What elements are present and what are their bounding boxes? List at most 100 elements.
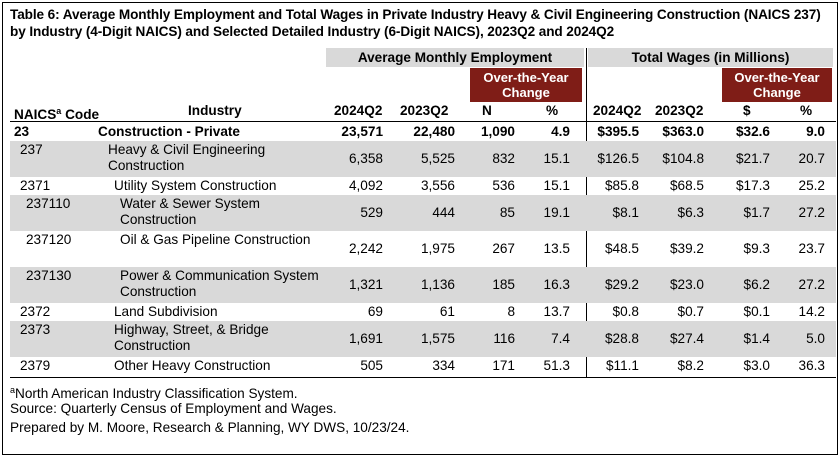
prepared-note: Prepared by M. Moore, Research & Plannin… xyxy=(10,420,410,435)
value-cell-wd: $3.0 xyxy=(743,358,770,373)
naics-code-cell: 237110 xyxy=(26,196,71,211)
value-cell-e23: 22,480 xyxy=(413,124,455,139)
value-cell-w23: $104.8 xyxy=(662,151,704,166)
value-cell-w24: $126.5 xyxy=(597,151,639,166)
value-cell-w23: $0.7 xyxy=(677,304,704,319)
value-cell-w23: $363.0 xyxy=(662,124,704,139)
value-cell-en: 536 xyxy=(492,178,515,193)
industry-cell: Oil & Gas Pipeline Construction xyxy=(120,232,311,247)
value-cell-ep: 15.1 xyxy=(543,178,570,193)
value-cell-wp: 9.0 xyxy=(806,124,825,139)
value-cell-en: 171 xyxy=(492,358,515,373)
value-cell-e23: 1,136 xyxy=(420,277,455,292)
value-cell-e24: 505 xyxy=(360,358,383,373)
value-cell-wp: 20.7 xyxy=(798,151,825,166)
value-cell-wd: $1.4 xyxy=(743,331,770,346)
value-cell-en: 267 xyxy=(492,241,515,256)
table-row: 2373 Highway, Street, & Bridge Constructi… xyxy=(10,321,836,357)
value-cell-w23: $23.0 xyxy=(669,277,704,292)
value-cell-wd: $32.6 xyxy=(735,124,770,139)
value-cell-w23: $27.4 xyxy=(669,331,704,346)
value-cell-e24: 6,358 xyxy=(348,151,383,166)
emp-n-header: N xyxy=(482,103,492,118)
value-cell-e24: 4,092 xyxy=(348,178,383,193)
value-cell-w24: $28.8 xyxy=(604,331,639,346)
wages-group-header: Total Wages (in Millions) xyxy=(588,48,833,67)
value-cell-e23: 444 xyxy=(432,205,455,220)
value-cell-w24: $11.1 xyxy=(605,358,639,373)
value-cell-e24: 2,242 xyxy=(348,241,383,256)
industry-cell: Construction - Private xyxy=(98,124,240,139)
value-cell-wp: 27.2 xyxy=(798,277,825,292)
value-cell-ep: 7.4 xyxy=(551,331,570,346)
industry-cell: Water & Sewer System Construction xyxy=(120,196,260,227)
value-cell-e24: 1,691 xyxy=(348,331,383,346)
value-cell-en: 1,090 xyxy=(480,124,515,139)
value-cell-e24: 1,321 xyxy=(348,277,383,292)
value-cell-e24: 23,571 xyxy=(341,124,383,139)
emp-2023-header: 2023Q2 xyxy=(400,103,449,118)
value-cell-ep: 51.3 xyxy=(543,358,570,373)
table-row: 23 Construction - Private 23,571 22,480 1,09… xyxy=(10,123,836,141)
value-cell-wd: $1.7 xyxy=(743,205,770,220)
value-cell-w24: $8.1 xyxy=(612,205,639,220)
value-cell-en: 185 xyxy=(492,277,515,292)
wages-dollar-header: $ xyxy=(743,103,751,118)
value-cell-w24: $395.5 xyxy=(597,124,639,139)
industry-cell: Land Subdivision xyxy=(114,304,218,319)
naics-code-cell: 2371 xyxy=(20,178,51,193)
value-cell-ep: 15.1 xyxy=(543,151,570,166)
value-cell-w24: $48.5 xyxy=(604,241,639,256)
value-cell-en: 8 xyxy=(507,304,515,319)
employment-change-header: Over-the-Year Change xyxy=(470,68,582,102)
value-cell-wd: $21.7 xyxy=(735,151,770,166)
value-cell-wd: $9.3 xyxy=(743,241,770,256)
value-cell-e23: 61 xyxy=(439,304,455,319)
value-cell-w24: $85.8 xyxy=(604,178,639,193)
naics-code-cell: 237130 xyxy=(26,268,72,283)
industry-header: Industry xyxy=(188,103,242,118)
value-cell-w24: $29.2 xyxy=(604,277,639,292)
value-cell-e24: 529 xyxy=(360,205,383,220)
value-cell-wp: 23.7 xyxy=(798,241,825,256)
value-cell-ep: 4.9 xyxy=(551,124,570,139)
source-note: Source: Quarterly Census of Employment a… xyxy=(10,401,337,416)
value-cell-ep: 13.5 xyxy=(543,241,570,256)
value-cell-e23: 3,556 xyxy=(420,178,455,193)
table-row: 237130 Power & Communication System Const… xyxy=(10,267,836,303)
table-bottom-rule xyxy=(10,377,836,378)
value-cell-ep: 13.7 xyxy=(543,304,570,319)
table-row: 2379 Other Heavy Construction 505 334 171 51.… xyxy=(10,357,836,375)
value-cell-e23: 1,975 xyxy=(420,241,455,256)
value-cell-w23: $68.5 xyxy=(669,178,704,193)
value-cell-e24: 69 xyxy=(367,304,383,319)
value-cell-ep: 16.3 xyxy=(543,277,570,292)
value-cell-wp: 27.2 xyxy=(798,205,825,220)
naics-code-cell: 2379 xyxy=(20,358,51,373)
value-cell-w23: $6.3 xyxy=(677,205,704,220)
value-cell-en: 832 xyxy=(492,151,515,166)
value-cell-w23: $8.2 xyxy=(677,358,704,373)
value-cell-ep: 19.1 xyxy=(543,205,570,220)
value-cell-wd: $6.2 xyxy=(743,277,770,292)
emp-pct-header: % xyxy=(546,103,559,118)
header-divider xyxy=(10,121,836,122)
table-row: 237120 Oil & Gas Pipeline Construction 2,2… xyxy=(10,231,836,267)
value-cell-wp: 25.2 xyxy=(798,178,825,193)
employment-group-header: Average Monthly Employment xyxy=(326,48,584,67)
industry-cell: Heavy & Civil Engineering Construction xyxy=(108,142,266,173)
table-row: 2372 Land Subdivision 69 61 8 13.7 $0.8 $0.7 $0.… xyxy=(10,303,836,321)
wages-pct-header: % xyxy=(800,103,813,118)
value-cell-en: 116 xyxy=(493,331,515,346)
footnote: aNorth American Industry Classification … xyxy=(10,385,298,401)
industry-cell: Utility System Construction xyxy=(114,178,277,193)
emp-2024-header: 2024Q2 xyxy=(334,103,383,118)
value-cell-en: 85 xyxy=(499,205,515,220)
table-row: 2371 Utility System Construction 4,092 3,55… xyxy=(10,177,836,195)
naics-code-cell: 2373 xyxy=(20,322,51,337)
value-cell-wp: 14.2 xyxy=(798,304,825,319)
value-cell-w23: $39.2 xyxy=(669,241,704,256)
table-row: 237110 Water & Sewer System Construction 5… xyxy=(10,195,836,231)
wages-2023-header: 2023Q2 xyxy=(655,103,704,118)
wages-change-header: Over-the-Year Change xyxy=(722,68,832,102)
